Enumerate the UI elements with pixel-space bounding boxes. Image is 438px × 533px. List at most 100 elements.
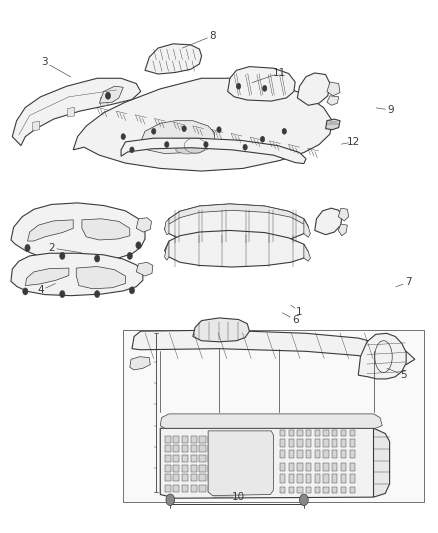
Polygon shape [289, 463, 294, 471]
Polygon shape [208, 455, 214, 462]
Polygon shape [289, 430, 294, 436]
Polygon shape [332, 439, 337, 447]
Text: 6: 6 [292, 314, 298, 325]
Polygon shape [289, 439, 294, 447]
Polygon shape [280, 487, 285, 494]
Polygon shape [306, 463, 311, 471]
Polygon shape [280, 430, 285, 436]
Polygon shape [208, 465, 214, 472]
Polygon shape [173, 436, 180, 442]
Polygon shape [315, 463, 320, 471]
Ellipse shape [95, 255, 100, 262]
Polygon shape [33, 121, 40, 131]
Polygon shape [208, 445, 214, 452]
Polygon shape [217, 485, 223, 492]
Polygon shape [160, 414, 382, 428]
Ellipse shape [95, 290, 100, 297]
Text: 8: 8 [209, 31, 216, 41]
Polygon shape [145, 44, 201, 74]
Polygon shape [350, 439, 355, 447]
Ellipse shape [260, 136, 265, 142]
Polygon shape [173, 455, 180, 462]
Polygon shape [304, 219, 311, 237]
Ellipse shape [282, 128, 286, 134]
Text: 10: 10 [232, 492, 245, 502]
Polygon shape [173, 445, 180, 452]
Polygon shape [306, 487, 311, 494]
Polygon shape [165, 241, 169, 260]
Ellipse shape [166, 494, 175, 506]
Polygon shape [341, 474, 346, 483]
Polygon shape [191, 474, 197, 481]
Polygon shape [100, 97, 107, 107]
Polygon shape [341, 487, 346, 494]
Polygon shape [341, 463, 346, 471]
Polygon shape [165, 445, 171, 452]
Polygon shape [350, 450, 355, 458]
Polygon shape [289, 450, 294, 458]
Polygon shape [173, 474, 180, 481]
Ellipse shape [129, 287, 134, 294]
Polygon shape [173, 465, 180, 472]
Polygon shape [182, 474, 188, 481]
Polygon shape [327, 96, 339, 106]
Polygon shape [350, 463, 355, 471]
Polygon shape [208, 431, 273, 496]
Polygon shape [136, 262, 153, 276]
Polygon shape [141, 120, 215, 154]
Polygon shape [193, 318, 250, 342]
Polygon shape [341, 450, 346, 458]
Polygon shape [11, 253, 143, 296]
Polygon shape [332, 463, 337, 471]
Polygon shape [191, 436, 197, 442]
Text: 9: 9 [388, 105, 394, 115]
Ellipse shape [152, 128, 156, 134]
Polygon shape [165, 474, 171, 481]
Ellipse shape [25, 245, 30, 252]
Polygon shape [289, 487, 294, 494]
Polygon shape [323, 450, 328, 458]
Polygon shape [228, 67, 295, 101]
Ellipse shape [136, 242, 141, 249]
Polygon shape [297, 474, 303, 483]
Polygon shape [323, 430, 328, 436]
Text: 4: 4 [37, 285, 44, 295]
Polygon shape [73, 78, 332, 171]
Polygon shape [165, 485, 171, 492]
Polygon shape [67, 108, 74, 117]
Polygon shape [306, 430, 311, 436]
Polygon shape [165, 219, 169, 235]
Polygon shape [325, 119, 340, 130]
Polygon shape [306, 439, 311, 447]
Polygon shape [130, 357, 150, 370]
Polygon shape [199, 455, 205, 462]
Polygon shape [199, 465, 205, 472]
Ellipse shape [262, 85, 267, 91]
Text: 12: 12 [347, 137, 360, 147]
Polygon shape [217, 474, 223, 481]
Ellipse shape [204, 142, 208, 148]
Ellipse shape [300, 494, 308, 506]
Polygon shape [280, 463, 285, 471]
Polygon shape [191, 445, 197, 452]
Ellipse shape [23, 288, 28, 295]
Polygon shape [165, 204, 308, 229]
Polygon shape [315, 430, 320, 436]
Polygon shape [176, 138, 210, 154]
Polygon shape [182, 455, 188, 462]
Polygon shape [306, 474, 311, 483]
Polygon shape [208, 485, 214, 492]
Polygon shape [199, 445, 205, 452]
Polygon shape [165, 436, 171, 442]
Polygon shape [165, 465, 171, 472]
Polygon shape [350, 430, 355, 436]
Polygon shape [323, 439, 328, 447]
Polygon shape [315, 439, 320, 447]
Polygon shape [182, 436, 188, 442]
Polygon shape [332, 450, 337, 458]
Ellipse shape [243, 144, 247, 150]
Polygon shape [341, 430, 346, 436]
Polygon shape [217, 455, 223, 462]
Polygon shape [191, 465, 197, 472]
Polygon shape [182, 465, 188, 472]
